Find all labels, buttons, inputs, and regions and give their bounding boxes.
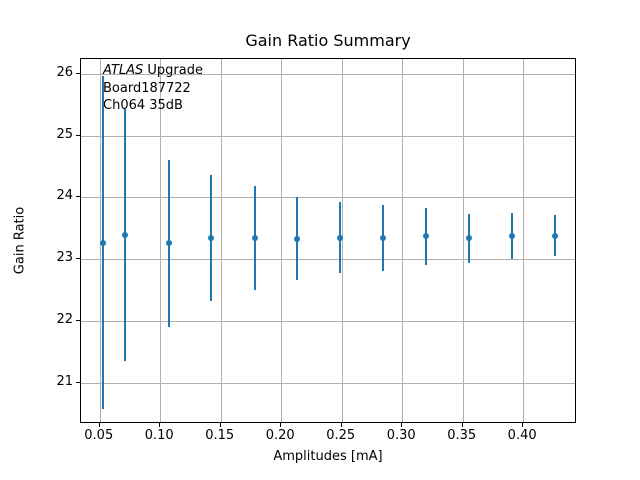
y-tick-label: 24 — [56, 188, 73, 204]
y-tick-mark — [76, 134, 80, 136]
annotation-experiment-name: ATLAS — [103, 63, 144, 78]
y-gridline — [81, 73, 575, 75]
plot-area — [80, 57, 576, 423]
x-gridline — [160, 58, 162, 422]
y-gridline — [81, 382, 575, 384]
annotation-line-3: Ch064 35dB — [103, 98, 183, 113]
x-tick-mark — [522, 422, 524, 427]
data-point-marker — [465, 235, 472, 242]
chart-title: Gain Ratio Summary — [245, 31, 411, 50]
x-tick-label: 0.40 — [507, 428, 537, 443]
x-gridline — [462, 58, 464, 422]
y-tick-mark — [76, 381, 80, 383]
x-axis-label: Amplitudes [mA] — [273, 449, 383, 464]
x-gridline — [281, 58, 283, 422]
data-point-marker — [509, 232, 516, 239]
x-tick-label: 0.35 — [447, 428, 477, 443]
y-tick-label: 26 — [56, 64, 73, 80]
x-tick-label: 0.10 — [144, 428, 174, 443]
y-tick-label: 22 — [56, 311, 73, 327]
x-gridline — [402, 58, 404, 422]
data-point-marker — [423, 233, 430, 240]
y-axis-label: Gain Ratio — [12, 206, 28, 275]
x-tick-label: 0.30 — [386, 428, 416, 443]
x-tick-mark — [280, 422, 282, 427]
data-point-marker — [100, 239, 107, 246]
data-point-marker — [379, 235, 386, 242]
x-tick-label: 0.25 — [326, 428, 356, 443]
annotation-upgrade-label: Upgrade — [143, 63, 203, 78]
y-gridline — [81, 320, 575, 322]
x-tick-mark — [219, 422, 221, 427]
x-tick-mark — [159, 422, 161, 427]
data-point-marker — [337, 234, 344, 241]
data-point-marker — [251, 235, 258, 242]
x-tick-mark — [401, 422, 403, 427]
data-point-marker — [165, 240, 172, 247]
x-tick-label: 0.05 — [84, 428, 114, 443]
y-tick-mark — [76, 258, 80, 260]
y-tick-mark — [76, 72, 80, 74]
annotation-line-1: ATLAS Upgrade — [103, 62, 203, 80]
y-tick-label: 25 — [56, 126, 73, 142]
x-gridline — [99, 58, 101, 422]
annotation-line-2: Board187722 — [103, 80, 191, 96]
x-tick-label: 0.20 — [265, 428, 295, 443]
x-tick-mark — [98, 422, 100, 427]
y-tick-label: 23 — [56, 250, 73, 266]
y-tick-mark — [76, 319, 80, 321]
data-point-marker — [293, 235, 300, 242]
x-tick-mark — [461, 422, 463, 427]
x-tick-label: 0.15 — [205, 428, 235, 443]
x-tick-mark — [340, 422, 342, 427]
x-gridline — [220, 58, 222, 422]
y-gridline — [81, 259, 575, 261]
y-gridline — [81, 135, 575, 137]
y-tick-mark — [76, 196, 80, 198]
y-tick-label: 21 — [56, 373, 73, 389]
y-gridline — [81, 197, 575, 199]
data-point-marker — [551, 232, 558, 239]
x-gridline — [523, 58, 525, 422]
data-point-marker — [122, 232, 129, 239]
annotation-text: ATLAS Upgrade Board187722 Ch064 35dB — [103, 62, 203, 115]
data-point-marker — [208, 235, 215, 242]
